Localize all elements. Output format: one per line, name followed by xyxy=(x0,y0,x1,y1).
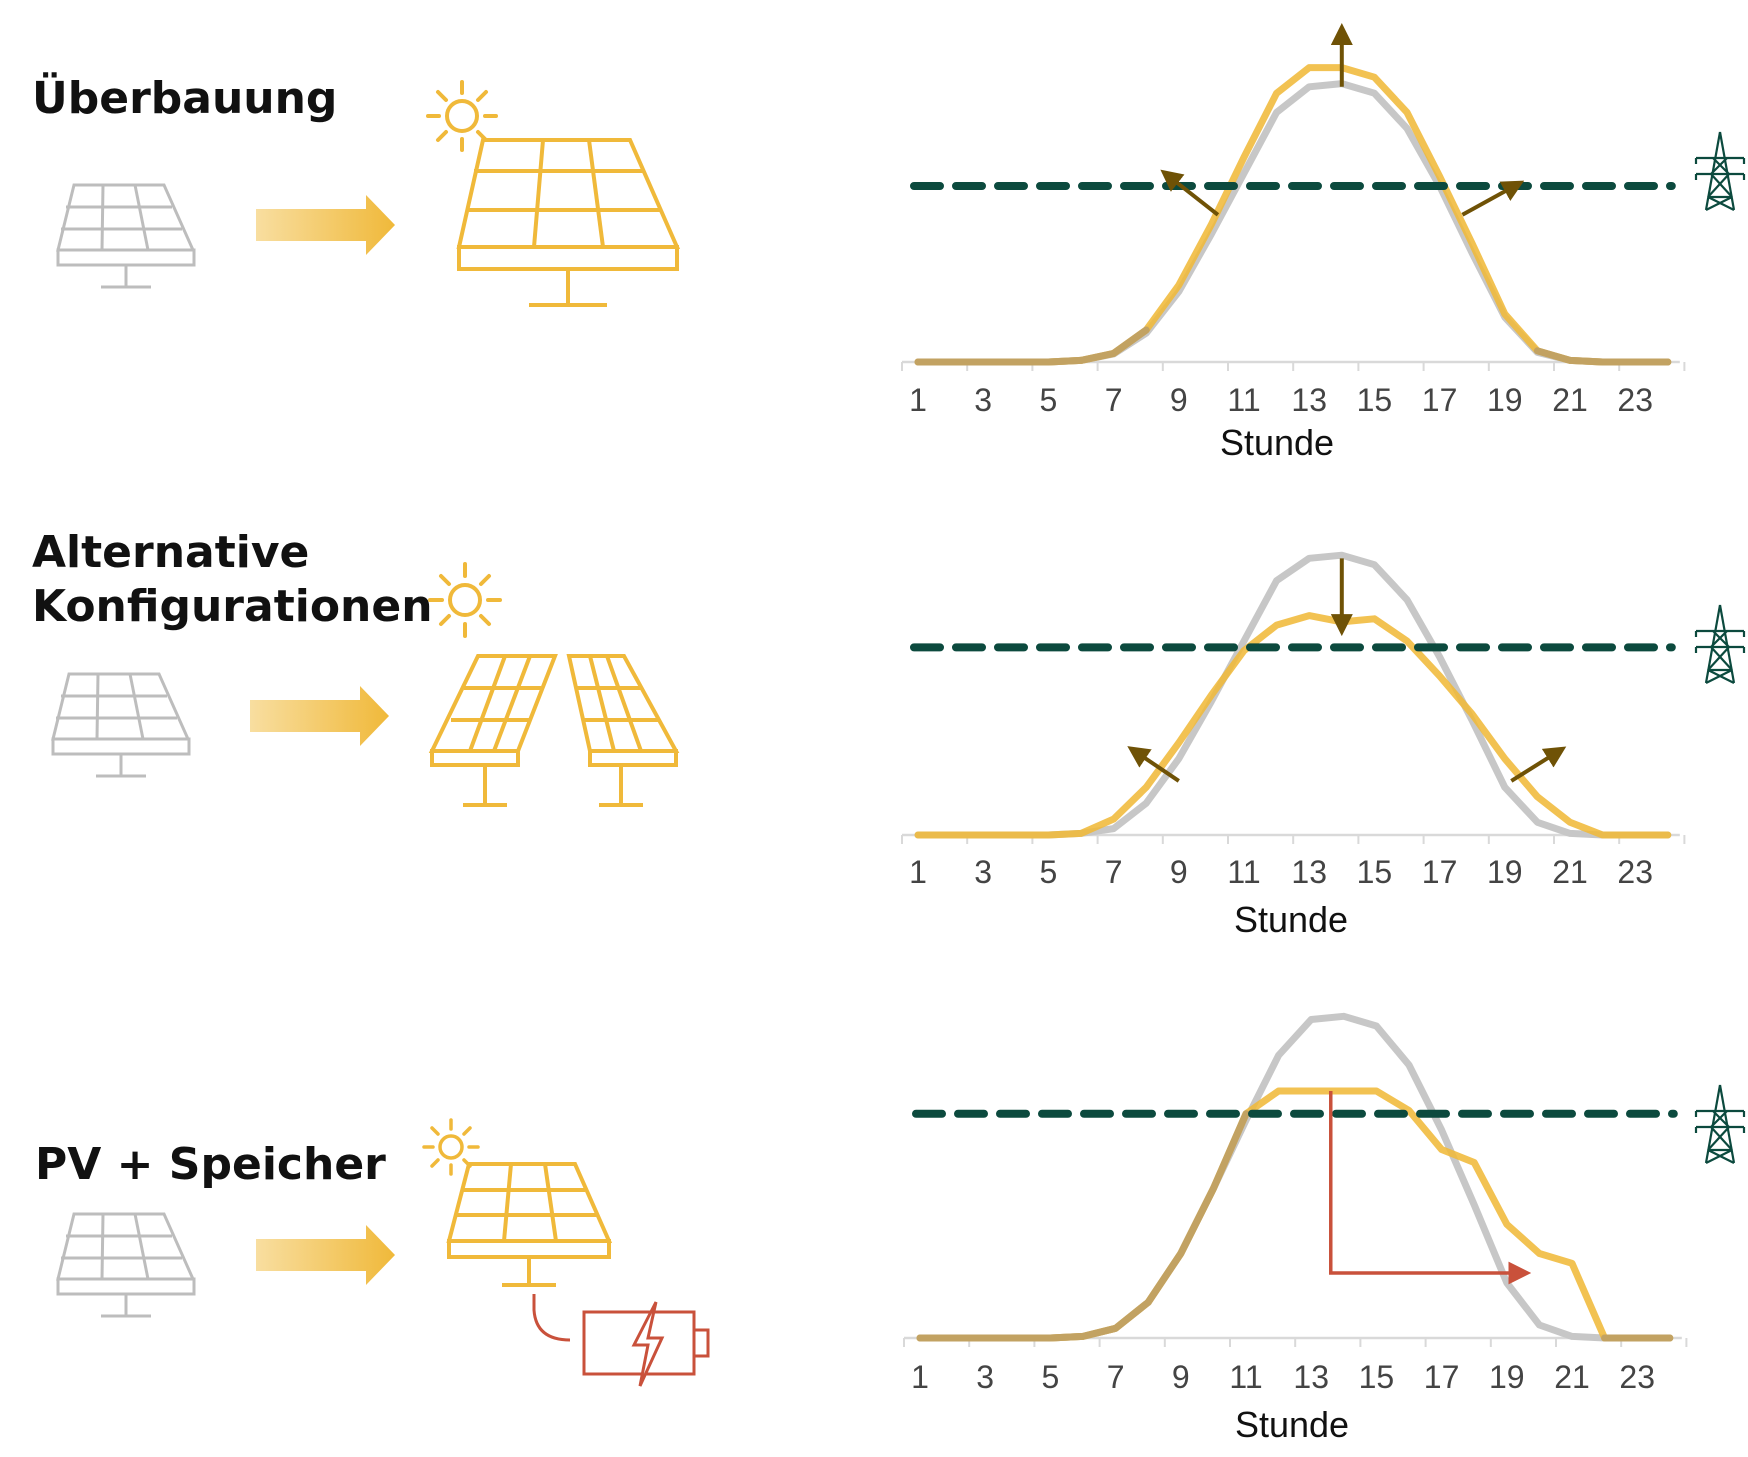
x-tick-label: 9 xyxy=(1170,854,1188,890)
row-title-alternative: Alternative Konfigurationen xyxy=(32,526,433,634)
transmission-tower-icon xyxy=(1694,604,1746,684)
x-tick-label: 9 xyxy=(1170,382,1188,418)
x-axis-title: Stunde xyxy=(1220,422,1334,463)
series-line-scenario xyxy=(916,1087,1674,1342)
widen-arrow-right xyxy=(1510,746,1567,783)
east-facing-solar-panel-icon xyxy=(428,654,558,807)
x-tick-label: 11 xyxy=(1229,1359,1262,1395)
row-title-oversize: Überbauung xyxy=(32,72,337,126)
x-tick-label: 23 xyxy=(1617,382,1653,418)
transmission-tower-icon xyxy=(1694,131,1746,211)
row-title-line: Alternative xyxy=(32,527,310,578)
series-line-scenario xyxy=(914,612,1672,839)
x-tick-label: 11 xyxy=(1227,382,1260,418)
x-tick-label: 17 xyxy=(1422,854,1458,890)
series-line-overlap-ramp xyxy=(1144,1110,1250,1306)
x-axis-title: Stunde xyxy=(1234,899,1348,940)
x-tick-label: 7 xyxy=(1105,854,1123,890)
series-line-overlap-morning xyxy=(914,326,1150,366)
row-title-line: PV + Speicher xyxy=(35,1139,386,1190)
x-tick-label: 7 xyxy=(1105,382,1123,418)
x-tick-label: 15 xyxy=(1357,854,1393,890)
upgraded-solar-panel-icon xyxy=(456,138,681,307)
sun-icon xyxy=(428,562,502,638)
x-tick-label: 21 xyxy=(1552,382,1588,418)
series-line-baseline xyxy=(916,1012,1674,1342)
battery-connector-cable xyxy=(532,1294,571,1342)
x-tick-label: 15 xyxy=(1359,1359,1395,1395)
x-tick-label: 5 xyxy=(1040,854,1058,890)
widen-arrow-right xyxy=(1461,180,1525,217)
storage-solar-panel-icon xyxy=(446,1162,613,1287)
x-tick-label: 17 xyxy=(1424,1359,1460,1395)
widen-arrow-left xyxy=(1160,169,1220,217)
x-tick-label: 19 xyxy=(1489,1359,1525,1395)
x-tick-label: 11 xyxy=(1227,854,1260,890)
x-tick-label: 1 xyxy=(911,1359,929,1395)
transmission-tower-icon xyxy=(1694,1084,1746,1164)
x-tick-label: 23 xyxy=(1619,1359,1655,1395)
x-tick-label: 3 xyxy=(974,382,992,418)
series-line-baseline xyxy=(914,551,1672,839)
row-title-storage: PV + Speicher xyxy=(35,1138,386,1192)
gradient-arrow-icon xyxy=(256,1225,395,1285)
storage-shift-arrow xyxy=(1329,1091,1532,1285)
x-tick-label: 13 xyxy=(1291,382,1327,418)
x-axis-title: Stunde xyxy=(1235,1404,1349,1445)
series-line-overlap-morning xyxy=(916,1298,1152,1342)
existing-solar-panel-icon xyxy=(56,183,196,289)
gradient-arrow-icon xyxy=(256,195,395,255)
x-tick-label: 21 xyxy=(1554,1359,1590,1395)
x-tick-label: 7 xyxy=(1107,1359,1125,1395)
x-tick-label: 9 xyxy=(1172,1359,1190,1395)
x-tick-label: 15 xyxy=(1357,382,1393,418)
x-tick-label: 13 xyxy=(1291,854,1327,890)
gradient-arrow-icon xyxy=(250,686,389,746)
existing-solar-panel-icon xyxy=(56,1212,196,1318)
row-title-line: Konfigurationen xyxy=(32,581,433,632)
x-tick-label: 3 xyxy=(976,1359,994,1395)
x-tick-label: 17 xyxy=(1422,382,1458,418)
row-title-line: Überbauung xyxy=(32,73,338,124)
x-tick-label: 23 xyxy=(1617,854,1653,890)
x-tick-label: 3 xyxy=(974,854,992,890)
x-tick-label: 5 xyxy=(1040,382,1058,418)
x-tick-label: 19 xyxy=(1487,854,1523,890)
series-line-scenario xyxy=(914,64,1672,366)
series-line-baseline xyxy=(914,80,1672,366)
x-tick-label: 21 xyxy=(1552,854,1588,890)
west-facing-solar-panel-icon xyxy=(566,654,680,807)
x-tick-label: 5 xyxy=(1042,1359,1060,1395)
x-tick-label: 19 xyxy=(1487,382,1523,418)
battery-charging-icon xyxy=(582,1301,710,1387)
widen-arrow-left xyxy=(1127,746,1180,783)
series-line-overlap-evening xyxy=(1533,347,1672,366)
x-tick-label: 1 xyxy=(909,854,927,890)
x-tick-label: 1 xyxy=(909,382,927,418)
x-tick-label: 13 xyxy=(1293,1359,1329,1395)
existing-solar-panel-icon xyxy=(51,672,191,778)
